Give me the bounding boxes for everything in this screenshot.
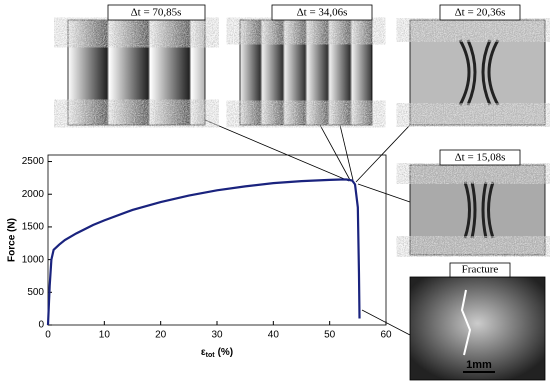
leader-line <box>339 124 354 181</box>
y-tick-label: 1500 <box>22 222 45 233</box>
inset-3: Δt = 20,36s <box>409 4 546 126</box>
inset-label: Δt = 70,85s <box>131 7 182 19</box>
inset-label: Δt = 20,36s <box>455 7 506 19</box>
y-tick-label: 2000 <box>22 189 45 200</box>
x-tick-label: 60 <box>380 330 392 341</box>
y-tick-label: 2500 <box>22 156 45 167</box>
inset-2: Δt = 34,06s <box>239 4 373 126</box>
scale-bar-label: 1mm <box>466 359 492 371</box>
inset-label: Δt = 34,06s <box>297 7 348 19</box>
x-tick-label: 50 <box>324 330 336 341</box>
inset-1: Δt = 70,85s <box>67 4 206 126</box>
y-axis-label: Force (N) <box>7 218 18 262</box>
x-label-symbol: ε <box>201 347 206 358</box>
curve <box>46 178 361 326</box>
y-tick-label: 0 <box>38 320 44 331</box>
x-tick-label: 0 <box>45 330 51 341</box>
x-axis-label: εtot (%) <box>201 347 233 359</box>
inset-4: Δt = 15,08s <box>409 149 546 256</box>
x-label-subscript: tot <box>206 352 216 359</box>
inset-label: Fracture <box>462 264 499 276</box>
x-tick-label: 40 <box>268 330 280 341</box>
x-label-unit: (%) <box>218 347 234 358</box>
leader-line <box>204 119 350 182</box>
x-tick-label: 30 <box>211 330 223 341</box>
x-tick-label: 20 <box>155 330 167 341</box>
leader-line <box>357 183 411 203</box>
x-tick-label: 10 <box>99 330 111 341</box>
inset-5: Fracture 1mm <box>409 262 546 381</box>
y-tick-label: 1000 <box>22 254 45 265</box>
inset-label: Δt = 15,08s <box>455 152 506 164</box>
leader-line <box>319 124 351 181</box>
insets: Δt = 70,85s Δt = 34,06s Δt = 20,36s Δt =… <box>67 4 546 381</box>
leader-line <box>355 124 411 183</box>
y-tick-label: 500 <box>27 287 44 298</box>
